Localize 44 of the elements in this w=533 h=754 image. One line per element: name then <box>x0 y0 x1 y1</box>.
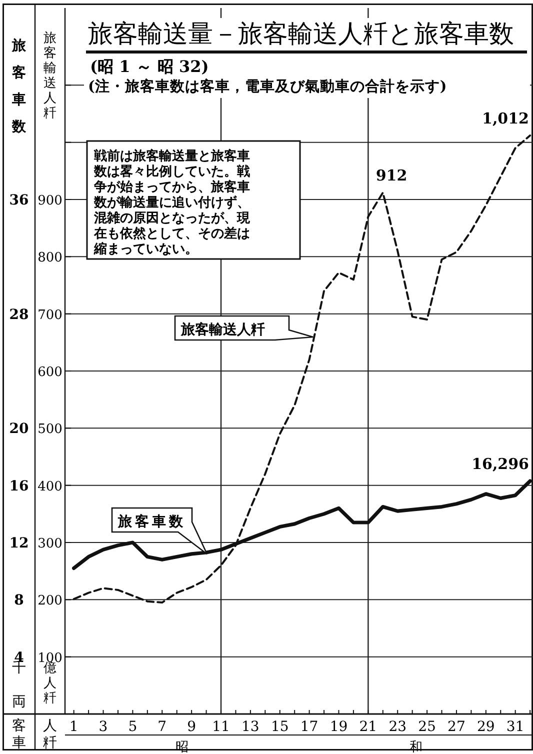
annotation: (注・旅客車数は客車，電車及び氣動車の合計を示す) <box>88 77 447 95</box>
data-label: 1,012 <box>482 109 529 128</box>
y2-tick-label: 200 <box>38 594 62 609</box>
x-tick-label: 19 <box>330 719 348 735</box>
y-tick-label: 12 <box>9 536 29 552</box>
annotation: 戦前は旅客輸送量と旅客車数は畧々比例していた。戦争が始まってから、旅客車数が輸送量に追い付けず、混雑の原因となったが、現在も依然として、その差は縮まっていない。 <box>93 148 251 257</box>
x-tick-label: 25 <box>418 719 436 735</box>
x-tick-label: 5 <box>128 719 138 735</box>
annotation: 16,296 <box>472 455 529 474</box>
y-tick-label: 20 <box>9 421 29 438</box>
text: 旅客輸送人粁 <box>180 321 265 338</box>
y2-tick-label: 700 <box>38 308 62 323</box>
y2-tick-label: 500 <box>38 422 62 438</box>
text: 旅客輸送量－旅客輸送人粁と旅客車数 <box>88 19 514 48</box>
x-tick-label: 9 <box>187 719 196 735</box>
y2-axis-title: 旅客輸送人粁 <box>44 31 56 121</box>
y-tick-label: 28 <box>9 306 29 323</box>
text: 人粁 <box>43 718 57 751</box>
y-tick-label: 8 <box>14 592 24 609</box>
x-tick-label: 7 <box>158 719 167 735</box>
text: (昭 1 ～ 昭 32) <box>90 57 209 76</box>
y2-tick-label: 900 <box>38 194 62 209</box>
y-tick-label: 16 <box>9 478 29 494</box>
x-tick-label: 1 <box>69 719 78 735</box>
line-series <box>72 134 532 604</box>
x-tick-label: 3 <box>98 719 108 735</box>
x-tick-label: 29 <box>476 719 495 735</box>
y2-tick-label: 800 <box>38 250 62 266</box>
x-tick-label: 15 <box>270 719 289 735</box>
text: 客車 <box>12 718 26 751</box>
y2-tick-label: 400 <box>38 479 62 494</box>
y2-tick-label: 300 <box>38 536 62 552</box>
x-tick-label: 17 <box>300 719 318 735</box>
data-label: 912 <box>376 166 408 185</box>
x-tick-label: 11 <box>212 719 230 735</box>
y2-tick-label: 600 <box>38 365 62 380</box>
y-tick-label: 36 <box>9 192 29 209</box>
x-tick-label: 23 <box>388 719 407 735</box>
x-tick-label: 27 <box>448 719 466 735</box>
x-tick-label: 21 <box>359 719 378 735</box>
x-tick-label: 13 <box>242 719 260 735</box>
y-axis-title: 旅客車数 <box>11 38 27 135</box>
series-label: 旅客車数 <box>117 513 186 530</box>
x-tick-label: 31 <box>506 719 524 735</box>
